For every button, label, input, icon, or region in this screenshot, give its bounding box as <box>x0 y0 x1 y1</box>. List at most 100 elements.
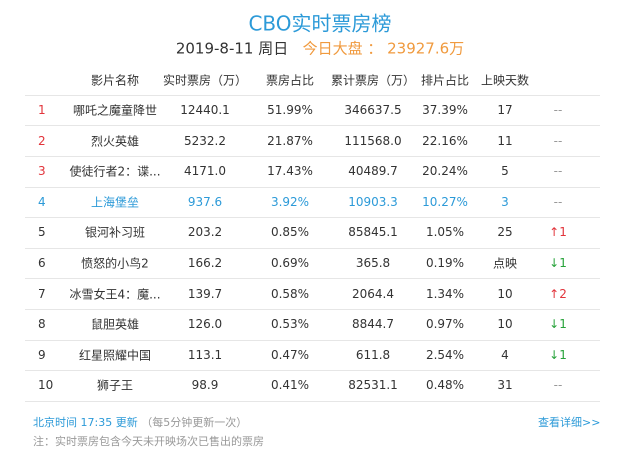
column-header: 排片占比 <box>420 73 470 88</box>
cell: 鼠胆英雄 <box>90 317 140 332</box>
cell: 20.24% <box>422 164 468 179</box>
cell: 113.1 <box>187 347 223 362</box>
cell: 10.27% <box>422 194 468 209</box>
rank: 6 <box>38 256 46 270</box>
header-divider <box>25 95 600 96</box>
cell: 使徒行者2：谍... <box>69 164 161 179</box>
cell: 哪吒之魔童降世 <box>72 103 158 118</box>
cell: 37.39% <box>422 103 468 117</box>
row-divider <box>25 370 600 372</box>
cell: 21.87% <box>267 133 313 148</box>
update-line: 北京时间 17:35 更新 （每5分钟更新一次） <box>33 414 247 430</box>
cell: 12440.1 <box>180 103 230 117</box>
cell: 5 <box>501 164 509 179</box>
cell: 51.99% <box>267 103 313 117</box>
cell: 0.53% <box>270 317 310 332</box>
column-header: 实时票房（万） <box>162 73 248 88</box>
cell: 10 <box>497 317 513 332</box>
cell: 611.8 <box>355 347 391 362</box>
cell: 0.58% <box>270 286 310 301</box>
cell: 10 <box>497 286 513 301</box>
row-divider <box>25 247 600 249</box>
row-divider <box>25 125 600 127</box>
cell: 银河补习班 <box>84 225 146 240</box>
cell: 5232.2 <box>184 133 226 148</box>
trend: ↓1 <box>549 317 567 332</box>
cell: 111568.0 <box>344 133 402 148</box>
column-header: 累计票房（万） <box>330 73 416 88</box>
cell: 139.7 <box>187 286 223 301</box>
cell: 203.2 <box>187 225 223 240</box>
trend: ↓1 <box>549 347 567 362</box>
cell: 0.48% <box>425 378 465 393</box>
trend: -- <box>553 164 563 179</box>
row-divider <box>25 186 600 188</box>
cell: 点映 <box>492 256 518 271</box>
cell: 22.16% <box>422 133 468 148</box>
cell: 8844.7 <box>352 317 394 332</box>
rank: 5 <box>38 225 46 240</box>
market-label: 今日大盘 ： <box>302 39 383 58</box>
cell: 红星照耀中国 <box>78 348 152 363</box>
rank: 1 <box>38 103 46 117</box>
trend: -- <box>553 133 563 148</box>
cell: 166.2 <box>187 256 223 270</box>
more-link[interactable]: 查看详细>> <box>538 416 601 429</box>
update-time: 北京时间 17:35 更新 <box>33 416 138 429</box>
row-divider <box>25 278 600 280</box>
cell: 365.8 <box>355 256 391 270</box>
rank: 10 <box>38 378 54 393</box>
trend: ↓1 <box>549 256 567 270</box>
cell: 1.34% <box>425 286 465 301</box>
cell: 25 <box>497 225 513 240</box>
cell: 上海堡垒 <box>90 195 140 210</box>
trend: ↑1 <box>549 225 567 240</box>
trend: -- <box>553 194 563 209</box>
column-header: 影片名称 <box>90 73 140 88</box>
title: CBO实时票房榜 <box>248 11 392 36</box>
rank: 9 <box>38 347 46 362</box>
column-header: 上映天数 <box>480 73 530 88</box>
cell: 937.6 <box>187 194 223 209</box>
cell: 狮子王 <box>96 378 134 393</box>
row-divider <box>25 400 600 402</box>
rank: 3 <box>38 164 46 179</box>
cell: 0.69% <box>270 256 310 270</box>
cell: 82531.1 <box>348 378 398 393</box>
trend: -- <box>553 378 563 393</box>
rank: 7 <box>38 286 46 301</box>
cell: 2064.4 <box>352 286 394 301</box>
column-header: 票房占比 <box>265 73 315 88</box>
cell: 11 <box>497 133 513 148</box>
row-divider <box>25 339 600 341</box>
cell: 40489.7 <box>348 164 398 179</box>
cell: 0.97% <box>425 317 465 332</box>
cell: 4 <box>501 347 509 362</box>
rank: 8 <box>38 317 46 332</box>
cell: 0.41% <box>270 378 310 393</box>
cell: 2.54% <box>425 347 465 362</box>
cell: 1.05% <box>425 225 465 240</box>
row-divider <box>25 308 600 310</box>
cell: 85845.1 <box>348 225 398 240</box>
cell: 3.92% <box>270 194 310 209</box>
market-total: 23927.6万 <box>387 39 465 58</box>
cell: 126.0 <box>187 317 223 332</box>
date-line: 2019-8-11 周日 今日大盘 ： 23927.6万 <box>176 38 464 59</box>
cell: 0.85% <box>270 225 310 240</box>
rank: 2 <box>38 133 46 148</box>
cell: 0.19% <box>425 256 465 270</box>
cell: 31 <box>497 378 513 393</box>
cell: 烈火英雄 <box>90 134 140 149</box>
cell: 17.43% <box>267 164 313 179</box>
cell: 10903.3 <box>348 194 398 209</box>
row-divider <box>25 155 600 157</box>
cell: 4171.0 <box>184 164 226 179</box>
cell: 17 <box>497 103 513 117</box>
cell: 冰雪女王4：魔... <box>69 287 161 302</box>
date: 2019-8-11 周日 <box>175 39 289 58</box>
trend: -- <box>553 103 563 117</box>
cell: 98.9 <box>191 378 219 393</box>
trend: ↑2 <box>549 286 567 301</box>
